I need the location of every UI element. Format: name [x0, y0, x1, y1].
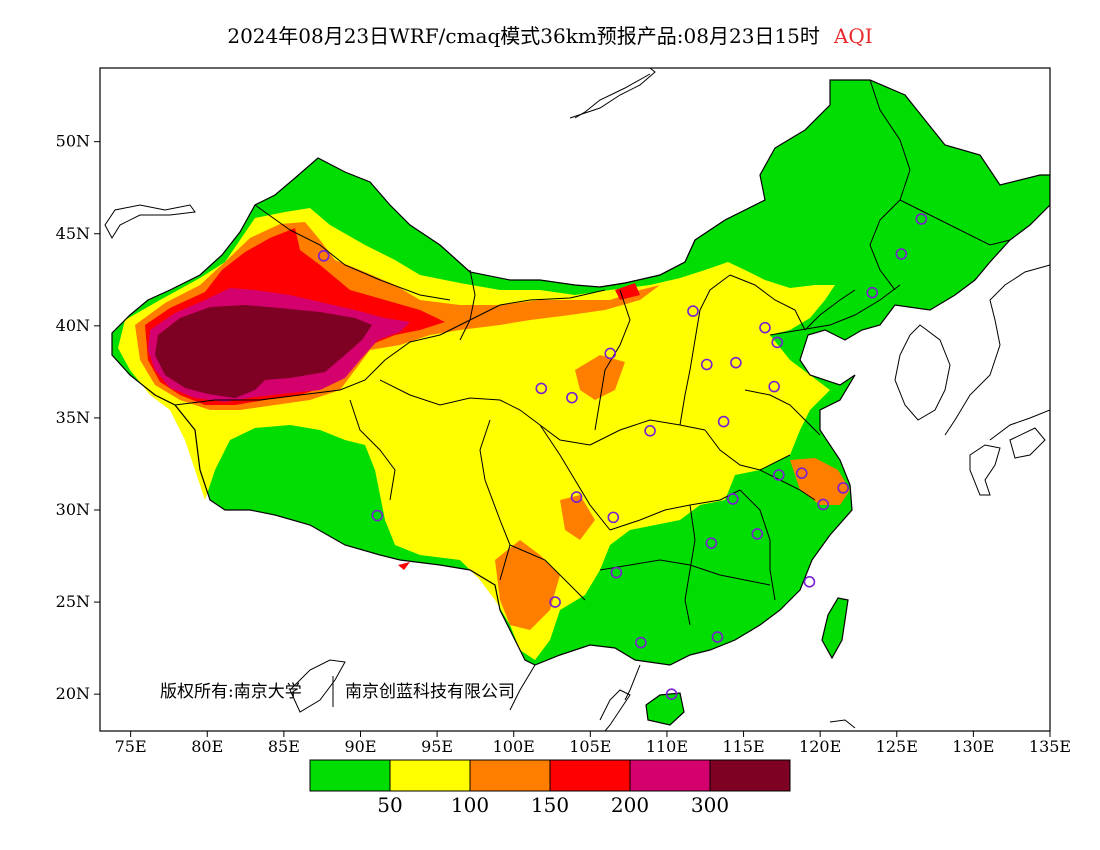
station-marker	[687, 305, 699, 317]
colorbar-label: 200	[611, 793, 649, 817]
station-marker	[604, 347, 617, 360]
colorbar-swatch	[709, 759, 791, 792]
y-tick-label: 40N	[56, 316, 90, 335]
monitoring-stations	[317, 213, 928, 700]
china-maroon-core	[155, 305, 372, 398]
station-marker	[772, 469, 785, 481]
station-marker	[705, 537, 718, 549]
colorbar-swatch	[389, 759, 471, 792]
map-title: 2024年08月23日WRF/cmaq模式36km预报产品:08月23日15时 A…	[0, 20, 1100, 49]
colorbar-swatch	[629, 759, 711, 792]
map-area	[104, 68, 1050, 731]
colorbar-label: 50	[377, 793, 402, 817]
map-title-variable: AQI	[833, 24, 873, 48]
other-coastlines	[104, 68, 1050, 731]
station-marker	[371, 509, 384, 522]
station-marker	[759, 321, 771, 334]
y-tick-label: 20N	[56, 684, 90, 703]
colorbar-label: 300	[691, 793, 729, 817]
station-marker	[895, 248, 908, 260]
y-axis-labels: 20N 25N 30N 35N 40N 45N 50N	[56, 132, 90, 704]
x-tick-label: 90E	[344, 737, 376, 756]
colorbar-swatch	[549, 759, 631, 792]
x-tick-label: 125E	[876, 737, 918, 756]
station-marker	[535, 382, 548, 395]
station-marker	[566, 391, 578, 404]
x-tick-label: 120E	[799, 737, 841, 756]
map-title-main: 2024年08月23日WRF/cmaq模式36km预报产品:08月23日15时	[227, 24, 820, 48]
station-marker	[635, 636, 647, 649]
x-tick-label: 100E	[493, 737, 535, 756]
station-marker	[795, 467, 808, 479]
map-frame	[99, 67, 1051, 732]
china-border	[111, 79, 1050, 726]
station-marker	[837, 482, 849, 494]
station-marker	[915, 213, 928, 225]
station-marker	[730, 356, 742, 369]
station-marker	[751, 528, 764, 540]
station-marker	[768, 380, 780, 393]
station-marker	[317, 250, 330, 262]
x-axis-labels: 75E 80E 85E 90E 95E 100E 105E 110E 115E 120E 125E 1…	[115, 737, 1071, 756]
x-tick-label: 110E	[646, 737, 688, 756]
copyright-block: 版权所有:南京大学 南京创蓝科技有限公司	[160, 676, 515, 707]
station-marker	[665, 688, 678, 700]
x-tick-label: 135E	[1029, 737, 1071, 756]
station-marker	[549, 596, 561, 608]
colorbar-label: 100	[451, 793, 489, 817]
colorbar-swatch	[309, 759, 391, 792]
y-tick-label: 35N	[56, 408, 90, 427]
y-tick-label: 45N	[56, 224, 90, 243]
x-tick-label: 95E	[421, 737, 453, 756]
x-tick-label: 75E	[115, 737, 147, 756]
x-tick-label: 130E	[952, 737, 994, 756]
colorbar-swatch	[469, 759, 551, 792]
station-marker	[700, 358, 713, 371]
colorbar: 50 100 150 200 300	[309, 759, 791, 817]
station-marker	[717, 415, 730, 428]
y-tick-label: 50N	[56, 132, 90, 151]
axis-ticks	[94, 141, 1051, 737]
station-marker	[610, 566, 623, 579]
x-tick-label: 80E	[191, 737, 223, 756]
station-marker	[607, 511, 620, 524]
station-marker	[644, 425, 656, 437]
station-marker	[727, 493, 739, 505]
station-marker	[570, 491, 583, 503]
station-marker	[817, 498, 830, 511]
y-tick-label: 30N	[56, 500, 90, 519]
y-tick-label: 25N	[56, 592, 90, 611]
station-marker	[866, 286, 879, 299]
copyright-owner: 版权所有:南京大学	[160, 682, 302, 702]
x-tick-label: 115E	[722, 737, 764, 756]
station-marker	[711, 631, 724, 643]
x-tick-label: 85E	[268, 737, 300, 756]
station-marker	[771, 336, 784, 349]
station-marker	[803, 576, 816, 588]
colorbar-label: 150	[531, 793, 569, 817]
copyright-company: 南京创蓝科技有限公司	[345, 682, 515, 702]
x-tick-label: 105E	[569, 737, 611, 756]
